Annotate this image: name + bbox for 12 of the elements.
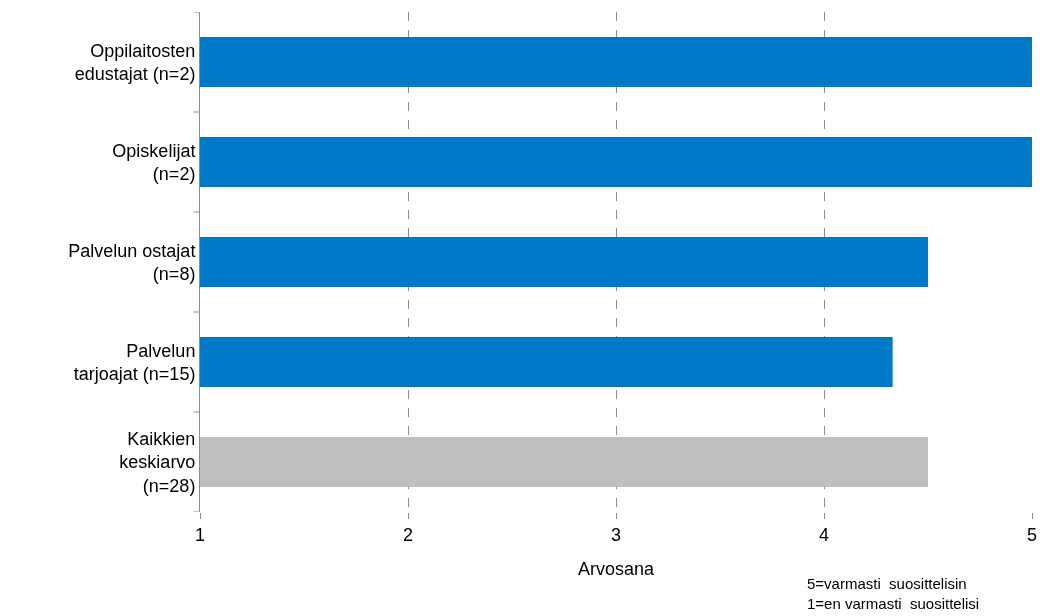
y-tick-label: Opiskelijat (n=2)	[112, 140, 196, 184]
x-tick-label: 5	[1026, 524, 1038, 545]
x-tick-label: 4	[818, 524, 830, 545]
x-tick-label: 1	[194, 524, 206, 545]
y-tick-label: Palvelun ostajat (n=8)	[68, 240, 196, 284]
x-axis-title: Arvosana	[577, 558, 656, 579]
text: 5=varmasti suosittelisin 1=en varmasti suosittelisi	[807, 575, 980, 612]
x-tick-label: 2	[402, 524, 414, 545]
y-tick-label: Palvelun tarjoajat (n=15)	[73, 340, 196, 384]
x-tick-label: 3	[610, 524, 622, 545]
y-tick-label: Kaikkien keskiarvo (n=28)	[119, 428, 196, 496]
y-tick-label: Oppilaitosten edustajat (n=2)	[74, 40, 196, 84]
